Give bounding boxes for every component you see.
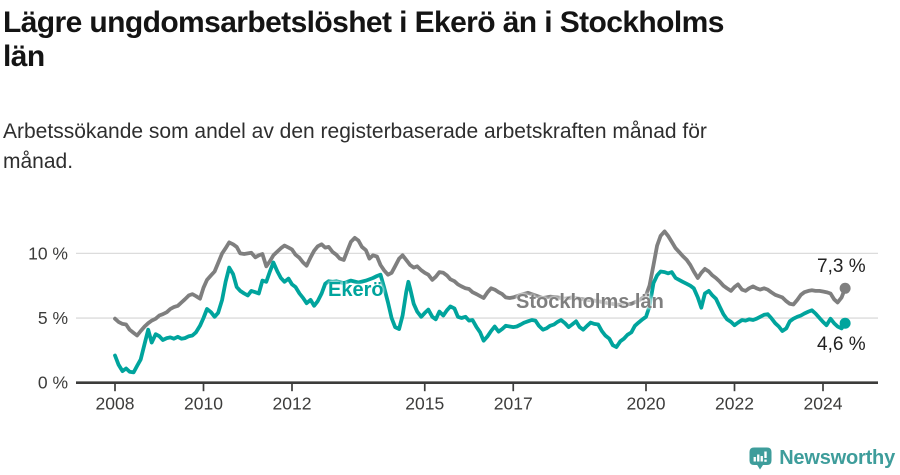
newsworthy-logo[interactable]: Newsworthy <box>749 447 895 470</box>
line-eker- <box>113 260 847 375</box>
x-axis-label-2024: 2024 <box>804 394 843 414</box>
x-axis-label-2017: 2017 <box>494 394 533 414</box>
x-axis-label-2015: 2015 <box>405 394 444 414</box>
end-value-ekero: 4,6 % <box>817 334 866 355</box>
y-axis-label-10: 10 % <box>28 243 68 263</box>
line-stockholms-l-n <box>113 229 847 338</box>
x-axis-label-2022: 2022 <box>715 394 754 414</box>
title-line-2: län <box>3 40 45 73</box>
x-axis-label-2008: 2008 <box>96 394 135 414</box>
newsworthy-wordmark: Newsworthy <box>779 447 895 469</box>
title-line-1: Lägre ungdomsarbetslöshet i Ekerö än i S… <box>3 6 724 39</box>
page-title: Lägre ungdomsarbetslöshet i Ekerö än i S… <box>3 6 887 74</box>
end-dot-eker- <box>839 317 851 329</box>
subtitle-line-2: månad. <box>3 150 74 173</box>
end-dot-stockholms-l-n <box>839 282 851 294</box>
chart-subtitle: Arbetssökande som andel av den registerb… <box>3 117 887 177</box>
x-axis-label-2020: 2020 <box>627 394 666 414</box>
end-value-stockholms-lan: 7,3 % <box>817 256 866 277</box>
newsworthy-bubble-chart-icon <box>749 447 772 470</box>
y-axis-label-5: 5 % <box>38 308 68 328</box>
x-axis-label-2012: 2012 <box>273 394 312 414</box>
series-label-ekero: Ekerö <box>328 279 384 301</box>
subtitle-line-1: Arbetssökande som andel av den registerb… <box>3 120 707 143</box>
x-axis-label-2010: 2010 <box>184 394 223 414</box>
series-label-stockholms-lan: Stockholms län <box>516 291 664 313</box>
y-axis-label-0: 0 % <box>38 373 68 393</box>
